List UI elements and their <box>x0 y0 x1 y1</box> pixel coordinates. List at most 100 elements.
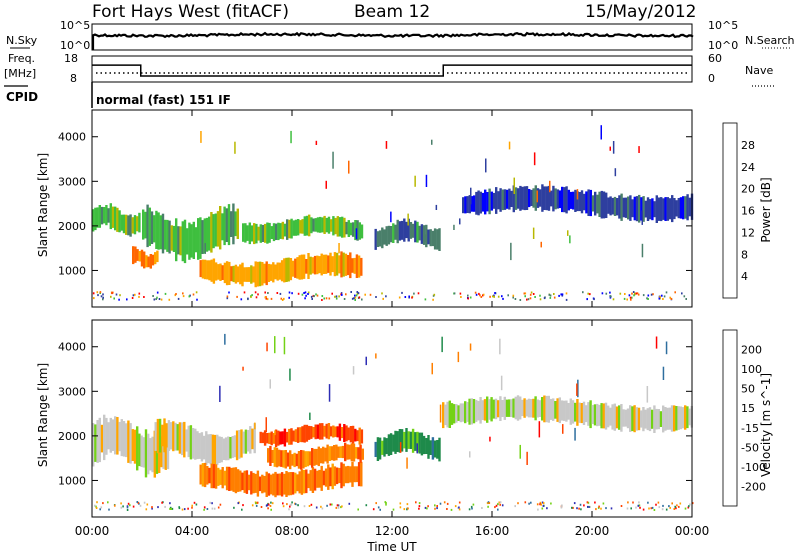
scatter-echo <box>530 501 532 504</box>
heatmap-cell <box>116 207 119 232</box>
heatmap-cell <box>280 472 284 497</box>
heatmap-cell <box>138 212 141 233</box>
scatter-echo <box>315 293 317 296</box>
scatter-echo <box>651 506 654 509</box>
heatmap-cell <box>212 214 215 249</box>
sparse-echo <box>274 430 276 436</box>
scatter-echo <box>334 295 336 298</box>
sparse-echo <box>390 211 392 223</box>
sparse-echo <box>265 417 267 432</box>
heatmap-cell <box>479 397 482 424</box>
heatmap-cell <box>360 224 364 239</box>
heatmap-cell <box>462 197 465 214</box>
heatmap-cell <box>156 418 160 454</box>
heatmap-cell <box>213 434 217 465</box>
heatmap-cell <box>344 253 348 276</box>
sparse-echo <box>519 444 521 459</box>
heatmap-cell <box>321 217 324 233</box>
heatmap-cell <box>455 404 458 423</box>
scatter-echo <box>685 298 687 300</box>
heatmap-cell <box>340 251 343 278</box>
heatmap-cell <box>519 396 522 420</box>
heatmap-cell <box>253 423 256 454</box>
heatmap-cell <box>330 219 333 232</box>
heatmap-cell <box>236 266 240 283</box>
scatter-echo <box>241 508 243 511</box>
heatmap-cell <box>572 191 575 210</box>
scatter-echo <box>597 506 600 509</box>
heatmap-cell <box>330 446 334 461</box>
scatter-echo <box>657 501 660 504</box>
scatter-echo <box>341 505 343 508</box>
heatmap-cell <box>208 467 211 484</box>
heatmap-cell <box>679 406 682 430</box>
scatter-echo <box>458 501 461 504</box>
scatter-echo <box>375 502 377 505</box>
scatter-echo <box>240 298 243 301</box>
heatmap-cell <box>118 210 121 233</box>
heatmap-cell <box>675 406 678 431</box>
heatmap-cell <box>232 265 235 283</box>
scatter-echo <box>96 291 99 294</box>
heatmap-cell <box>268 222 271 243</box>
scatter-echo <box>157 506 159 509</box>
heatmap-cell <box>353 466 356 483</box>
scatter-echo <box>432 298 434 301</box>
scatter-echo <box>492 295 494 298</box>
sparse-echo <box>234 141 236 154</box>
scatter-echo <box>512 294 515 297</box>
scatter-echo <box>587 501 590 504</box>
scatter-echo <box>270 297 273 300</box>
heatmap-cell <box>183 219 187 264</box>
heatmap-cell <box>278 449 281 467</box>
heatmap-cell <box>311 448 314 468</box>
heatmap-cell <box>427 229 430 245</box>
scatter-echo <box>539 501 542 504</box>
scatter-echo <box>548 293 551 296</box>
scatter-echo <box>280 297 283 300</box>
scatter-echo <box>177 297 180 300</box>
scatter-echo <box>132 505 135 508</box>
heatmap-cell <box>300 450 303 470</box>
heatmap-cell <box>100 206 104 225</box>
scatter-echo <box>601 292 604 295</box>
heatmap-cell <box>585 191 588 214</box>
scatter-echo <box>137 501 140 504</box>
scatter-echo <box>453 292 456 295</box>
heatmap-cell <box>154 252 157 265</box>
scatter-echo <box>583 504 585 507</box>
heatmap-cell <box>216 211 220 247</box>
heatmap-cell <box>392 434 395 452</box>
scatter-echo <box>291 292 293 295</box>
heatmap-cell <box>294 258 297 278</box>
heatmap-cell <box>351 258 354 273</box>
scatter-echo <box>427 505 429 508</box>
heatmap-region <box>132 246 159 269</box>
heatmap-cell <box>201 463 205 487</box>
heatmap-cell <box>530 399 533 418</box>
heatmap-cell <box>651 409 654 429</box>
heatmap-cell <box>111 419 115 451</box>
heatmap-cell <box>131 429 134 461</box>
heatmap-cell <box>338 423 342 441</box>
heatmap-cell <box>378 230 382 247</box>
heatmap-cell <box>346 444 349 460</box>
heatmap-cell <box>611 404 614 430</box>
heatmap-cell <box>539 189 542 207</box>
heatmap-cell <box>246 225 249 241</box>
sparse-echo <box>416 443 418 454</box>
scatter-echo <box>514 505 516 508</box>
heatmap-cell <box>629 405 632 432</box>
scatter-echo <box>136 501 139 503</box>
heatmap-cell <box>346 465 350 484</box>
heatmap-cell <box>146 204 149 248</box>
heatmap-cell <box>635 407 638 431</box>
scatter-echo <box>479 294 481 297</box>
scatter-echo <box>95 505 97 508</box>
ground-scatter-strip <box>92 125 687 301</box>
heatmap-cell <box>206 260 209 280</box>
scatter-echo <box>689 503 691 506</box>
heatmap-cell <box>320 465 323 491</box>
scatter-echo <box>417 292 420 295</box>
heatmap-cell <box>644 200 647 218</box>
